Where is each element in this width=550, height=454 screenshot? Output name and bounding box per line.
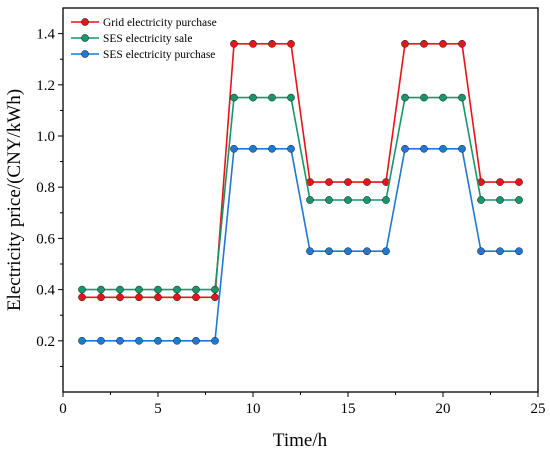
data-point <box>477 196 485 204</box>
data-point <box>211 285 219 294</box>
data-point <box>192 293 200 302</box>
data-point <box>401 93 409 102</box>
legend-marker <box>81 18 89 26</box>
data-point <box>78 293 86 302</box>
data-point <box>439 144 447 153</box>
data-point <box>230 93 238 102</box>
data-point <box>420 39 428 48</box>
data-point <box>458 39 466 48</box>
data-point <box>496 247 504 256</box>
data-point <box>306 196 314 204</box>
data-point <box>211 293 219 302</box>
data-point <box>135 285 143 294</box>
legend: Grid electricity purchase SES electricity… <box>71 17 217 61</box>
data-point <box>496 196 504 204</box>
y-tick-label: 1.0 <box>36 129 55 145</box>
series-line <box>82 96 519 291</box>
data-point <box>325 196 333 204</box>
series-line <box>82 43 519 299</box>
x-tick-label: 20 <box>436 401 451 417</box>
y-tick-label: 0.6 <box>36 231 55 247</box>
data-point <box>154 293 162 302</box>
data-point <box>515 247 523 256</box>
data-point <box>116 293 124 302</box>
data-point <box>420 144 428 153</box>
data-point <box>344 178 352 186</box>
data-point <box>439 93 447 102</box>
data-point <box>211 336 219 345</box>
data-point <box>78 285 86 294</box>
y-axis-label: Electricity price/(CNY/kWh) <box>4 89 25 311</box>
data-point <box>306 247 314 256</box>
data-point <box>173 293 181 302</box>
y-tick-label: 1.4 <box>36 27 55 43</box>
legend-marker <box>81 50 89 58</box>
data-point <box>363 196 371 204</box>
data-point <box>458 93 466 102</box>
data-point <box>363 178 371 186</box>
data-point <box>230 39 238 48</box>
data-point <box>230 144 238 153</box>
x-tick-label: 10 <box>246 401 261 417</box>
plot-area <box>78 39 523 345</box>
data-point <box>382 247 390 256</box>
axis-ticks: 0 5 10 15 20 25 0.2 0.4 0.6 0.8 1.0 1.2 1.4 <box>36 27 545 417</box>
data-point <box>458 144 466 153</box>
x-tick-label: 15 <box>341 401 356 417</box>
data-point <box>287 39 295 48</box>
data-point <box>97 293 105 302</box>
y-tick-label: 0.8 <box>36 180 55 196</box>
data-point <box>325 247 333 256</box>
data-point <box>249 93 257 102</box>
data-point <box>420 93 428 102</box>
data-point <box>515 196 523 204</box>
data-point <box>192 285 200 294</box>
data-point <box>135 336 143 345</box>
data-point <box>268 93 276 102</box>
data-point <box>173 336 181 345</box>
data-point <box>116 336 124 345</box>
data-point <box>116 285 124 294</box>
x-tick-label: 25 <box>531 401 546 417</box>
data-point <box>249 39 257 48</box>
data-point <box>363 247 371 256</box>
data-point <box>325 178 333 186</box>
data-point <box>78 336 86 345</box>
y-tick-label: 0.4 <box>36 283 55 299</box>
data-point <box>287 144 295 153</box>
x-axis-label: Time/h <box>273 430 328 451</box>
data-point <box>154 285 162 294</box>
data-point <box>268 144 276 153</box>
data-point <box>154 336 162 345</box>
data-point <box>135 293 143 302</box>
x-tick-label: 5 <box>154 401 162 417</box>
data-point <box>439 39 447 48</box>
data-point <box>401 39 409 48</box>
data-point <box>477 247 485 256</box>
series-line <box>82 148 519 342</box>
data-point <box>287 93 295 102</box>
data-point <box>515 178 523 186</box>
data-point <box>344 247 352 256</box>
data-point <box>382 196 390 204</box>
data-point <box>192 336 200 345</box>
data-point <box>97 285 105 294</box>
legend-marker <box>81 34 89 42</box>
data-point <box>268 39 276 48</box>
y-tick-label: 0.2 <box>36 334 55 350</box>
data-point <box>173 285 181 294</box>
data-point <box>344 196 352 204</box>
data-point <box>97 336 105 345</box>
legend-label: Grid electricity purchase <box>103 17 217 29</box>
legend-label: SES electricity sale <box>103 33 192 45</box>
y-tick-label: 1.2 <box>36 78 55 94</box>
legend-label: SES electricity purchase <box>103 49 215 61</box>
x-tick-label: 0 <box>59 401 67 417</box>
data-point <box>249 144 257 153</box>
data-point <box>496 178 504 186</box>
data-point <box>401 144 409 153</box>
